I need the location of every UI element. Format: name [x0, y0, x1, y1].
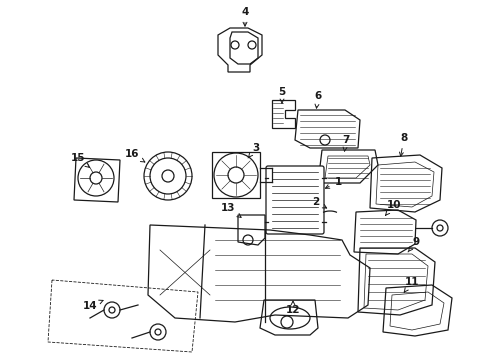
- Text: 4: 4: [241, 7, 249, 26]
- Text: 9: 9: [408, 237, 419, 252]
- Text: 7: 7: [343, 135, 350, 151]
- Text: 10: 10: [386, 200, 401, 215]
- Text: 14: 14: [83, 300, 103, 311]
- Text: 13: 13: [221, 203, 241, 217]
- Text: 2: 2: [313, 197, 327, 208]
- Text: 15: 15: [71, 153, 90, 168]
- FancyBboxPatch shape: [266, 166, 324, 234]
- Text: 5: 5: [278, 87, 286, 103]
- Text: 16: 16: [125, 149, 145, 162]
- Text: 3: 3: [248, 143, 260, 158]
- Text: 6: 6: [315, 91, 321, 108]
- Text: 1: 1: [325, 177, 342, 188]
- Text: 8: 8: [399, 133, 408, 156]
- Text: 12: 12: [286, 301, 300, 315]
- Text: 11: 11: [404, 277, 419, 292]
